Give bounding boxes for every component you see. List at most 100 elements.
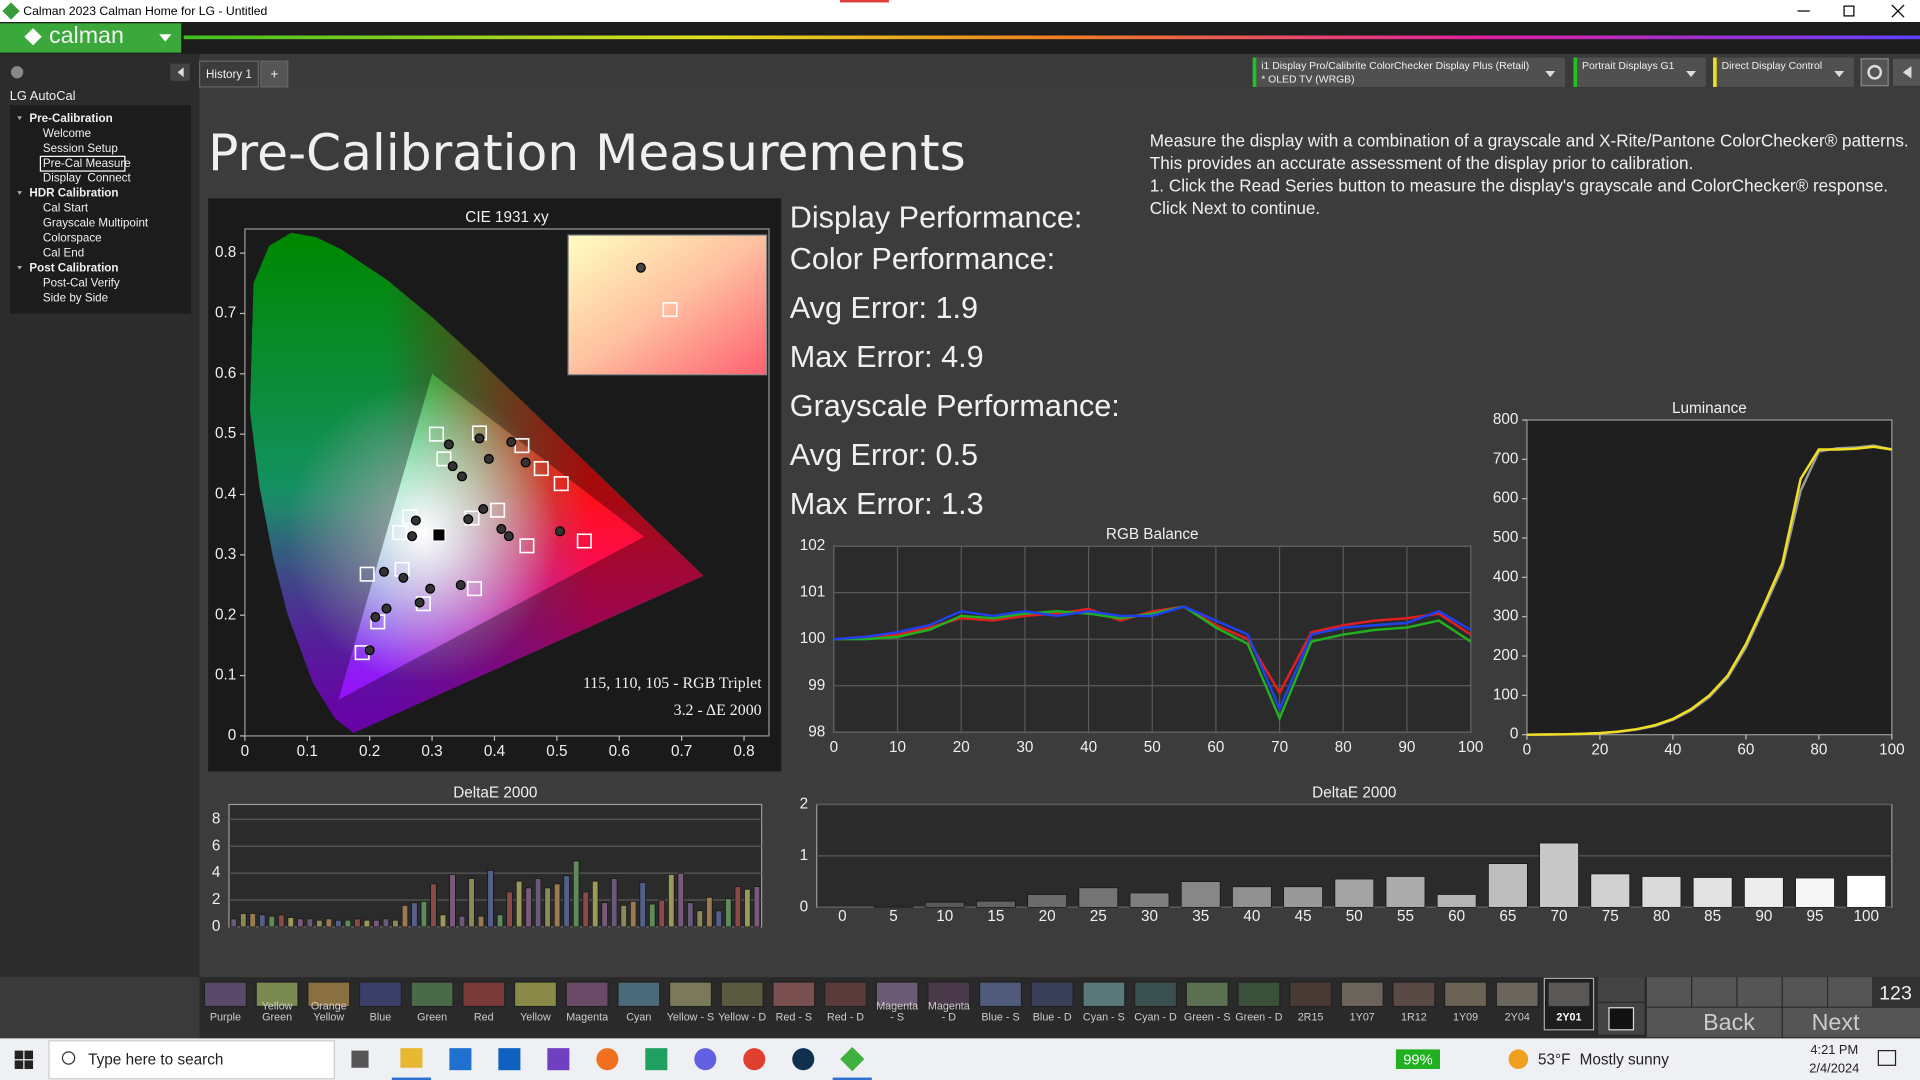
tree-item[interactable]: Cal End [43,247,84,260]
swatch[interactable] [1392,981,1436,1008]
tree-item[interactable]: Welcome [43,127,91,140]
restore-button[interactable] [1843,5,1855,17]
battery: 99% [1403,1052,1432,1068]
swatch[interactable] [720,981,764,1008]
back-button[interactable] [1646,1007,1782,1038]
swatch[interactable] [1237,981,1281,1008]
y-tick-label: 800 [1493,411,1519,428]
refresh-button[interactable] [1828,977,1873,1007]
next-button[interactable] [1782,1007,1920,1038]
bar [725,898,732,928]
bar [1283,886,1323,908]
measured-point [496,523,507,534]
device-dropdown[interactable] [1573,57,1706,87]
swatch[interactable] [513,981,558,1008]
bar [639,882,646,928]
settings-button[interactable] [1860,58,1889,87]
device-label: Portrait Displays G1 [1582,61,1675,72]
x-tick-label: 65 [1499,908,1516,925]
swatch[interactable] [565,981,609,1008]
search-placeholder: Type here to search [88,1051,223,1068]
swatch[interactable] [462,981,506,1008]
swatch-label: Orange [311,1000,347,1012]
swatch-label: Blue - D [1033,1011,1072,1023]
tree-item[interactable]: Pre-Cal Measure [43,157,131,170]
bar [487,870,494,928]
play-button[interactable] [1692,977,1737,1007]
tree-item[interactable]: Display Connect [43,172,132,185]
swatch[interactable] [978,981,1023,1008]
notifications[interactable] [1877,1050,1897,1066]
swatch-label: Purple [210,1011,241,1023]
bar [268,915,276,928]
bar [506,891,513,928]
device-dropdown[interactable] [1252,57,1565,87]
swatch[interactable] [1547,981,1591,1008]
collapse-arrow [1902,66,1912,79]
tree-item[interactable]: Colorspace [43,232,102,245]
series-line [833,605,1472,722]
swatch[interactable] [203,981,247,1008]
swatch[interactable] [1082,981,1126,1008]
tree-items: Pre-Calibration Welcome Session Setup Pre-C… [17,112,149,304]
taskbar-apps[interactable] [351,1047,872,1080]
battery-box[interactable] [1395,1049,1440,1069]
swatch[interactable] [927,981,971,1008]
tree-item[interactable]: Session Setup [43,142,118,155]
expander [17,265,23,270]
x-tick-label: 0.2 [359,743,380,760]
tree-item[interactable]: Cal Start [43,202,89,215]
tab[interactable] [260,60,289,88]
y-tick-label: 1 [800,847,809,864]
target-point [436,451,452,467]
logo-dropdown[interactable] [159,34,172,42]
swatch[interactable] [307,981,351,1008]
swatch[interactable] [255,981,299,1008]
swatch[interactable] [1444,981,1488,1008]
device-label: * OLED TV (WRGB) [1261,74,1354,85]
tree-item[interactable]: Side by Side [43,291,108,304]
swatch[interactable] [1030,981,1074,1008]
measured-point [398,572,409,583]
close-button[interactable] [1891,4,1905,18]
swatch-label: 2R15 [1298,1011,1324,1023]
sidebar-pin[interactable] [11,66,24,79]
tab[interactable] [198,60,259,88]
gamut-shade [250,232,704,733]
swatch[interactable] [875,981,919,1008]
up-button[interactable] [1597,977,1645,1002]
swatch[interactable] [358,981,403,1008]
swatch[interactable] [772,981,816,1008]
swatch[interactable] [1185,981,1229,1008]
stop-button[interactable] [1646,977,1692,1007]
x-tick-label: 100 [1458,739,1484,756]
loop-button[interactable] [1782,977,1827,1007]
bar [420,901,428,928]
start-button[interactable] [14,1050,34,1069]
save-button[interactable] [1737,977,1782,1007]
window-title: Calman 2023 Calman Home for LG - Untitle… [23,4,267,18]
x-tick-label: 55 [1397,908,1414,925]
swatch[interactable] [1133,981,1178,1008]
x-tick-label: 20 [953,739,970,756]
device-dropdown[interactable] [1713,57,1854,87]
swatch-label: Magenta [876,1000,918,1012]
swatch[interactable] [823,981,868,1008]
swatch-label: Yellow - D [718,1011,766,1023]
tree-item[interactable]: Grayscale Multipoint [43,217,149,230]
swatch[interactable] [1289,981,1333,1008]
swatch[interactable] [617,981,661,1008]
search-box[interactable] [48,1040,335,1080]
x-tick-label: 70 [1551,908,1568,925]
swatch[interactable] [1495,981,1539,1008]
swatch-label: Cyan [626,1011,651,1023]
x-tick-label: 100 [1853,908,1879,925]
swatch[interactable] [410,981,454,1008]
annotation: 115, 110, 105 - RGB Triplet [583,675,762,692]
y-tick-label: 600 [1493,490,1519,507]
swatch[interactable] [668,981,713,1008]
tree-item[interactable]: Post-Cal Verify [43,277,120,290]
tabs: History 1 + [198,60,289,88]
swatch[interactable] [1340,981,1384,1008]
